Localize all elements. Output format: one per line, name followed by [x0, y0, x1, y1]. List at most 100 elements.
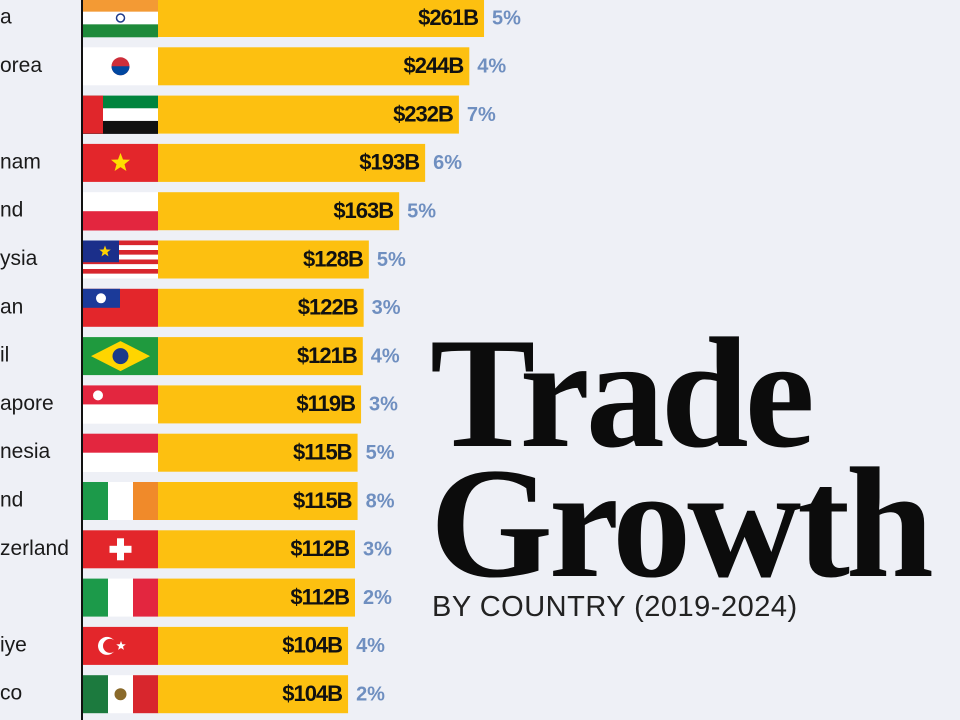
growth-label: 3% [369, 394, 398, 416]
flag [83, 0, 158, 38]
value-label: $104B [282, 681, 342, 706]
growth-label: 3% [363, 539, 392, 561]
flag-part [83, 95, 103, 134]
flag-part [133, 675, 159, 714]
growth-label: 5% [492, 7, 521, 29]
flag-part [111, 66, 130, 76]
bar [158, 0, 485, 37]
flag-part [83, 578, 109, 617]
flag-part [99, 245, 111, 257]
bar [158, 482, 358, 520]
flag-part [114, 688, 127, 701]
value-label: $193B [359, 150, 419, 175]
value-label: $232B [393, 101, 453, 126]
growth-label: 4% [477, 56, 506, 78]
flag [83, 530, 158, 569]
value-label: $115B [293, 488, 352, 513]
growth-label: 5% [377, 249, 406, 271]
category-label: nesia [0, 440, 51, 463]
growth-label: 2% [363, 587, 392, 609]
growth-label: 4% [356, 635, 385, 657]
bar [158, 626, 349, 665]
flag-part [103, 638, 117, 653]
flag-part [83, 269, 158, 274]
flag [83, 385, 158, 424]
flag-part [83, 264, 158, 269]
flag [83, 240, 158, 279]
flag-part [133, 578, 159, 617]
bar [158, 578, 355, 617]
bar [158, 47, 470, 86]
growth-label: 2% [356, 683, 385, 705]
flag-part [109, 545, 132, 553]
growth-label: 8% [366, 490, 395, 512]
flag-part [83, 482, 109, 520]
flag-part [83, 452, 158, 472]
flag [83, 433, 158, 472]
bar [158, 192, 400, 231]
growth-label: 7% [467, 104, 496, 126]
bar [158, 530, 355, 569]
flag-part [108, 482, 134, 520]
bar [158, 95, 459, 134]
bar [158, 288, 364, 327]
flag [83, 626, 158, 665]
flag [83, 337, 158, 376]
flag-part [93, 390, 103, 401]
flag-part [83, 385, 158, 405]
growth-label: 5% [407, 200, 436, 222]
category-label: iye [0, 633, 27, 656]
bar [158, 337, 363, 376]
flag-part [83, 240, 158, 246]
title-line: Growth [430, 436, 932, 611]
value-label: $121B [297, 343, 357, 368]
flag-part [108, 578, 134, 617]
growth-label: 3% [372, 297, 401, 319]
category-label: il [0, 344, 9, 367]
flag [83, 675, 159, 714]
flag [83, 288, 158, 327]
rows: a $261B 5% orea $244B 4% $232B 7% nam $193B 6% nd $1… [0, 0, 521, 714]
growth-label: 4% [371, 345, 400, 367]
flag-part [83, 211, 158, 231]
category-label: co [0, 682, 22, 705]
flag-part [83, 259, 158, 265]
flag [83, 47, 158, 86]
flag-part [83, 11, 158, 25]
flag-part [83, 273, 158, 279]
flag [83, 192, 158, 231]
flag-part [83, 404, 158, 424]
flag [83, 482, 159, 520]
flag-part [83, 675, 109, 714]
category-label: nd [0, 199, 23, 222]
flag-part [83, 254, 158, 260]
flag-part [83, 24, 158, 38]
subtitle: BY COUNTRY (2019-2024) [432, 591, 798, 623]
category-label: an [0, 295, 23, 318]
flag [83, 143, 158, 182]
flag-part [112, 348, 129, 365]
value-label: $112B [290, 536, 349, 561]
flag-part [96, 293, 106, 304]
category-label: apore [0, 392, 54, 415]
value-label: $119B [296, 391, 355, 416]
category-label: nam [0, 150, 41, 173]
value-label: $122B [298, 295, 358, 320]
flag-part [83, 0, 158, 12]
flag-part [83, 245, 158, 250]
value-label: $261B [418, 5, 478, 30]
value-label: $244B [403, 53, 463, 78]
flag-part [115, 13, 126, 23]
value-label: $163B [333, 198, 393, 223]
flag-part [83, 250, 158, 255]
bar [158, 385, 362, 424]
flag-part [83, 240, 119, 263]
flag-part [83, 192, 158, 212]
growth-label: 5% [366, 442, 395, 464]
flag-part [83, 433, 158, 453]
title-line: Trade [430, 306, 812, 481]
category-label: ysia [0, 247, 38, 270]
growth-label: 6% [433, 152, 462, 174]
flag-part [111, 152, 130, 171]
